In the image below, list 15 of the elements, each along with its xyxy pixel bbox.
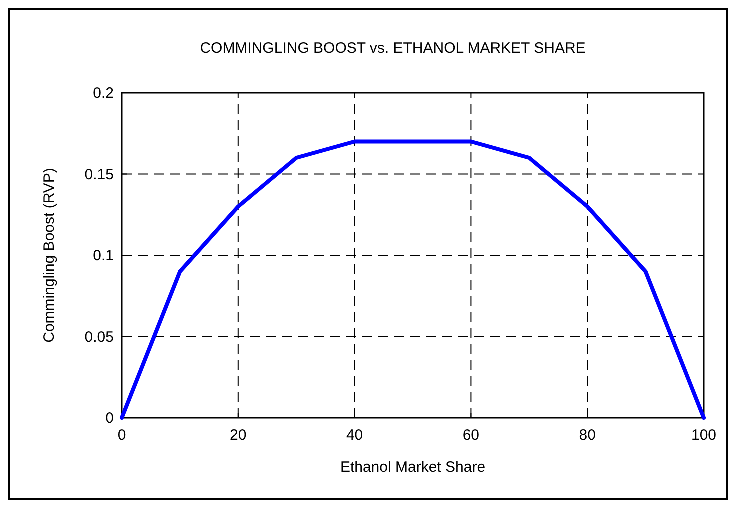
y-tick-label: 0.1 [93,248,114,264]
x-axis-title: Ethanol Market Share [340,459,486,476]
y-tick-label: 0 [106,410,114,427]
y-tick-label: 0.05 [84,328,114,346]
x-tick-label: 60 [462,427,480,444]
y-tick-label: 0.2 [93,85,114,102]
line-series [120,140,706,420]
x-tick-label: 80 [579,427,596,444]
x-tick-label: 100 [691,427,717,444]
y-tick-label: 0.15 [84,166,114,184]
y-axis-title: Commingling Boost (RVP) [41,168,58,343]
chart-title: COMMINGLING BOOST vs. ETHANOL MARKET SHARE [200,40,586,57]
x-tick-label: 40 [346,427,364,444]
x-tick-label: 20 [230,427,247,444]
x-tick-label: 0 [118,427,126,444]
